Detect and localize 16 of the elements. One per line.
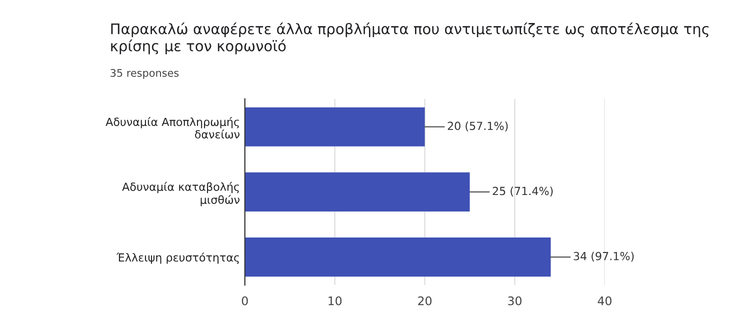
y-tick-label: Έλλειψη ρευστότητας	[116, 252, 239, 264]
bar	[244, 107, 425, 146]
x-tick-label: 40	[598, 296, 612, 306]
data-label: 25 (71.4%)	[492, 186, 553, 196]
x-tick-label: 0	[242, 296, 248, 306]
bar	[244, 172, 470, 212]
data-label: 20 (57.1%)	[448, 121, 508, 132]
data-label: 34 (97.1%)	[574, 252, 634, 262]
bar	[244, 238, 551, 277]
chart-title: Παρακαλώ αναφέρετε άλλα προβλήματα που αντιμετωπίζετε ως αποτέλεσμα της κρίσης με τον κορωνοϊό	[111, 22, 708, 54]
y-tick-label: Αδυναμία Αποπληρωμής δανείων	[106, 117, 240, 139]
y-tick-label: Αδυναμία καταβολής μισθών	[122, 182, 240, 206]
x-tick-label: 30	[508, 296, 522, 306]
x-tick-label: 10	[328, 296, 342, 306]
x-tick-label: 20	[418, 296, 432, 306]
text: 35 responses	[110, 68, 179, 79]
